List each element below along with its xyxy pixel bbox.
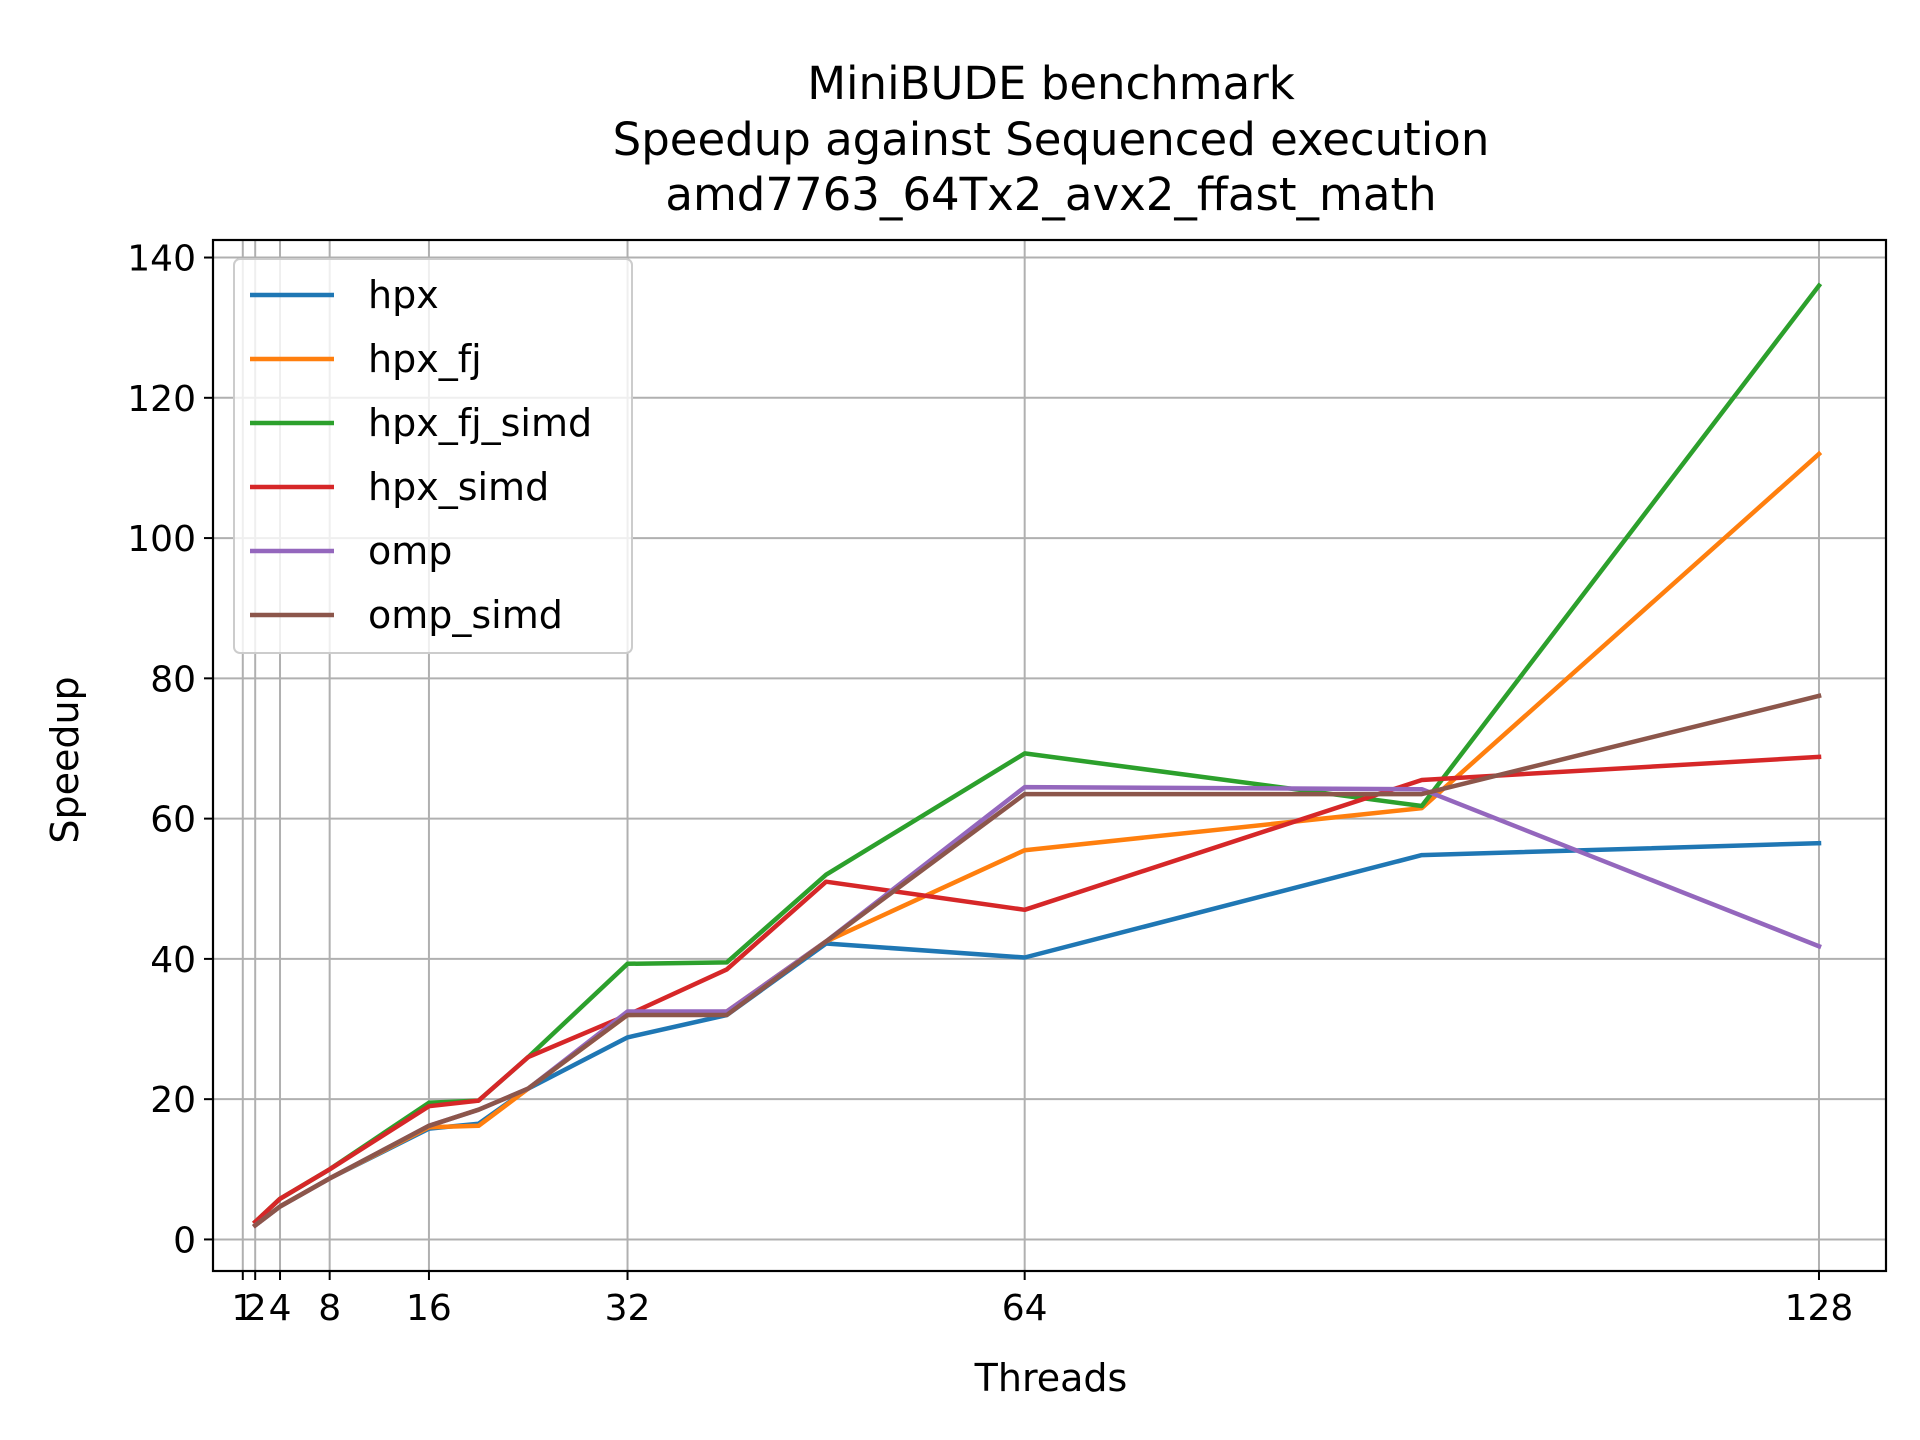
y-tick-label: 60 (150, 800, 196, 841)
y-tick-label: 80 (150, 659, 196, 700)
series-line-hpx-simd (252, 754, 1822, 1226)
x-tick-label: 32 (605, 1288, 651, 1329)
y-tick-label: 0 (173, 1220, 196, 1261)
series-line-omp-simd (252, 693, 1822, 1229)
axis-ticks: 12 4 8 16 32 64 128 0 20 40 60 80 100 120 140 (127, 239, 1853, 1329)
x-tick-label: 1 (231, 1288, 254, 1329)
x-tick-label: 64 (1002, 1288, 1048, 1329)
y-tick-label: 120 (127, 379, 196, 420)
series-lines (252, 282, 1823, 1229)
y-tick-label: 40 (150, 940, 196, 981)
x-tick-label: 8 (318, 1288, 341, 1329)
y-tick-label: 100 (127, 519, 196, 560)
chart-title: MiniBUDE benchmark Speedup against Seque… (613, 57, 1490, 221)
plot-area-frame (211, 238, 1888, 1273)
legend-label-omp-simd: omp_simd (368, 593, 563, 637)
legend-label-omp: omp (368, 529, 452, 573)
legend-label-hpx: hpx (368, 273, 439, 317)
y-tick-label: 140 (127, 239, 196, 280)
y-axis-label: Speedup (43, 676, 87, 843)
x-tick-label: 16 (406, 1288, 452, 1329)
legend-label-hpx-fj-simd: hpx_fj_simd (368, 401, 592, 445)
title-line-1: MiniBUDE benchmark (807, 57, 1295, 110)
legend-label-hpx-fj: hpx_fj (368, 337, 482, 381)
title-line-2: Speedup against Sequenced execution (613, 113, 1490, 166)
x-tick-label: 128 (1785, 1288, 1854, 1329)
x-axis-label: Threads (974, 1356, 1128, 1400)
x-tick-label: 2 (244, 1288, 267, 1329)
title-line-3: amd7763_64Tx2_avx2_ffast_math (665, 168, 1436, 221)
x-tick-label: 4 (269, 1288, 292, 1329)
legend-label-hpx-simd: hpx_simd (368, 465, 549, 509)
y-tick-label: 20 (150, 1080, 196, 1121)
